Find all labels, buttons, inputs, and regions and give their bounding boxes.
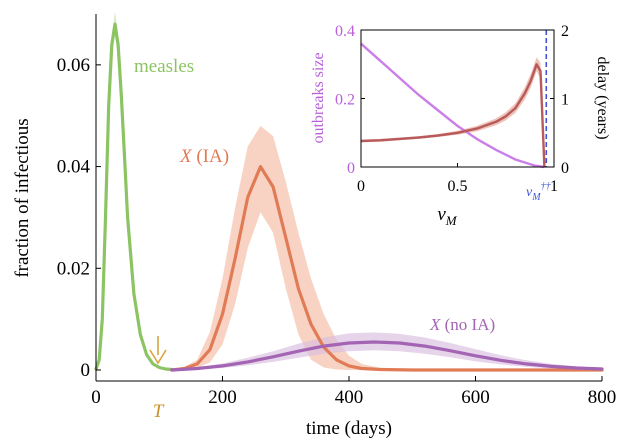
main-x-tick-label: 400 (335, 387, 364, 408)
main-x-tick-label: 0 (91, 387, 101, 408)
main-x-axis-label: time (days) (306, 418, 392, 439)
main-ticks: 0 200 400 600 800 0 0.02 0.04 0.06 (57, 55, 617, 408)
inset-x-axis-label: vM (437, 204, 457, 228)
inset-left-tick-label: 0.2 (335, 92, 355, 109)
main-x-tick-label: 200 (208, 387, 237, 408)
series-label-measles: measles (134, 56, 194, 77)
main-x-tick-label: 600 (461, 387, 490, 408)
main-x-tick-label: 800 (588, 387, 617, 408)
inset-left-axis-label: outbreaks size (310, 52, 327, 143)
inset-left-tick-label: 0.4 (335, 23, 355, 40)
inset-right-tick-label: 2 (561, 23, 569, 40)
main-y-axis-label: fraction of infectious (12, 118, 33, 277)
inset-right-tick-label: 1 (561, 92, 569, 109)
band-x-ia (171, 125, 602, 371)
inset-line-delay (360, 63, 546, 168)
series-label-x-ia: X (IA) (179, 146, 229, 167)
inset-x-tick-label: 1 (550, 178, 558, 195)
inset-right-axis-label: delay (years) (594, 56, 611, 139)
inset-x-tick-label: 0.5 (448, 178, 468, 195)
threshold-label: vM†† (526, 181, 552, 203)
main-lines (94, 22, 604, 372)
series-line-x-ia (170, 165, 604, 372)
inset-x-tick-label: 0 (357, 178, 365, 195)
onset-marker-label: T (153, 401, 165, 422)
main-y-tick-label: 0.04 (57, 157, 91, 178)
main-y-tick-label: 0.06 (57, 55, 90, 76)
inset-lines (360, 30, 548, 169)
inset-bands (361, 57, 545, 167)
inset-right-tick-label: 0 (561, 160, 569, 177)
main-y-tick-label: 0.02 (57, 258, 90, 279)
onset-arrow (149, 336, 167, 365)
series-line-measles (94, 22, 174, 372)
inset-frame-outline (360, 29, 555, 168)
series-label-x-no-ia: X (no IA) (429, 315, 495, 334)
inset-band-delay (361, 57, 545, 167)
inset-line-outbreak-size (360, 42, 545, 169)
series-line-x-no-ia (170, 340, 604, 372)
main-y-tick-label: 0 (81, 360, 91, 381)
inset-left-tick-label: 0 (347, 160, 355, 177)
